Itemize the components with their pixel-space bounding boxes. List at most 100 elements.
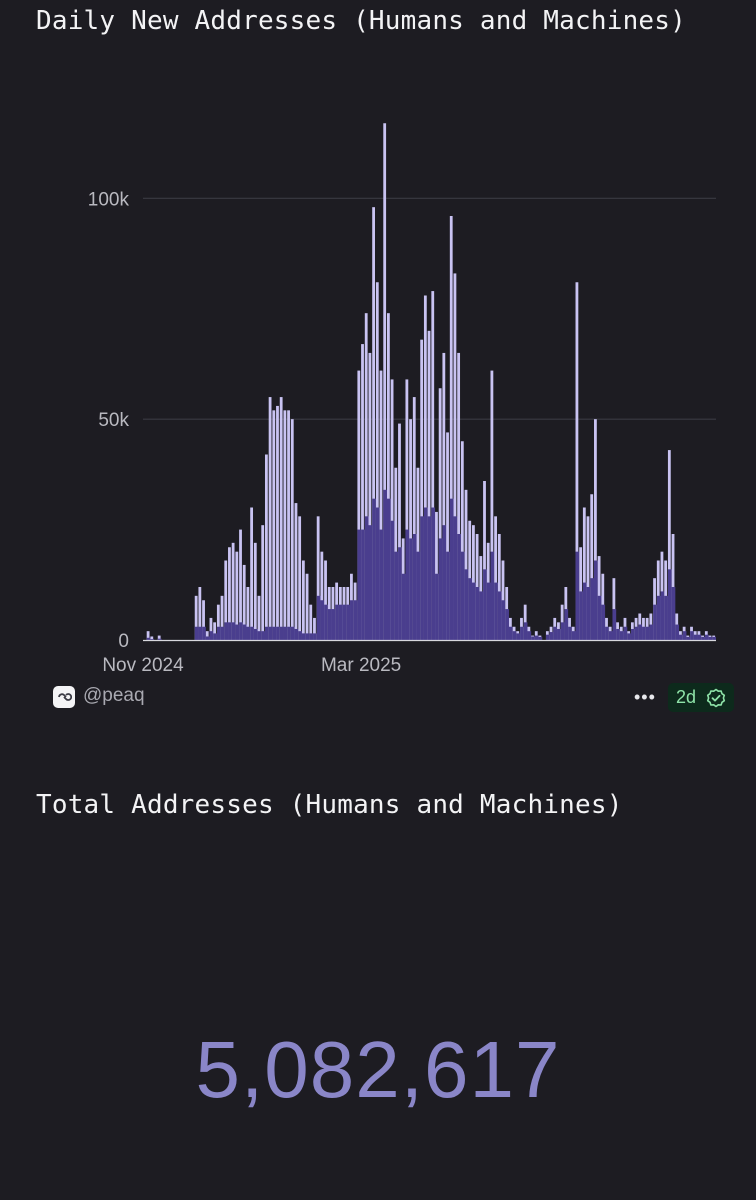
bar (464, 489, 468, 640)
bar-segment (486, 582, 491, 640)
bar (412, 397, 416, 640)
bar-segment (457, 534, 461, 640)
bar-segment (338, 604, 343, 640)
bar-segment (645, 626, 650, 640)
bar (483, 481, 486, 640)
bar-segment (460, 551, 465, 640)
bar (150, 636, 154, 640)
bar-segment (671, 587, 676, 640)
bar-segment (586, 587, 591, 640)
bar-segment (220, 626, 225, 640)
bar (257, 595, 261, 640)
bar-segment (534, 635, 539, 640)
bar-segment (420, 516, 424, 640)
bar-segment (453, 516, 458, 640)
bar (209, 617, 213, 640)
bar (398, 423, 401, 640)
freshness-badge[interactable]: 2d (668, 683, 734, 712)
bar-segment (290, 626, 295, 640)
bar (298, 516, 302, 640)
bar-segment (686, 636, 691, 640)
bar-segment (253, 628, 258, 640)
bar-segment (568, 626, 572, 640)
bar-segment (242, 624, 247, 640)
bar-segment (246, 626, 251, 640)
bar-segment (268, 626, 273, 640)
bars-layer (146, 123, 716, 641)
bar-segment (379, 529, 384, 640)
bar (264, 454, 268, 640)
bar-segment (272, 626, 277, 640)
bar (420, 339, 424, 640)
bar-segment (608, 631, 613, 640)
bar-segment (331, 609, 336, 640)
bar-segment (327, 609, 332, 640)
bar-segment (601, 604, 606, 640)
bar-segment (423, 507, 428, 640)
bar-segment (704, 634, 709, 640)
bar-segment (357, 529, 362, 640)
bar (231, 542, 235, 640)
bar (239, 529, 242, 640)
bar (575, 282, 579, 640)
bar-segment (294, 628, 299, 640)
bar-segment (235, 624, 240, 640)
bar-segment (667, 569, 672, 640)
dune-logo-icon[interactable] (53, 686, 75, 708)
bar-segment (216, 626, 221, 640)
bar-segment (512, 631, 517, 640)
bar-segment (224, 622, 229, 640)
bar-segment (590, 578, 595, 640)
bar-segment (527, 631, 532, 640)
bar (594, 419, 597, 640)
bar-segment (446, 551, 450, 640)
bar-segment (505, 609, 509, 640)
bar-segment (305, 633, 310, 641)
author-handle[interactable]: @peaq (83, 685, 145, 706)
bar-segment (412, 534, 417, 640)
bar-segment (545, 634, 550, 640)
bar (272, 410, 276, 640)
bar-segment (250, 626, 254, 640)
bar-segment (449, 498, 454, 640)
bar-segment (594, 560, 598, 640)
bar-segment (372, 498, 376, 640)
bar (453, 273, 457, 640)
bar-segment (361, 529, 365, 640)
total-value: 5,082,617 (195, 1025, 561, 1114)
bar-segment (409, 538, 413, 640)
bar-segment (516, 633, 521, 641)
bar-segment (386, 498, 391, 640)
bar-segment (675, 624, 680, 640)
bar (446, 432, 449, 640)
bar-segment (472, 582, 476, 640)
bar-segment (279, 626, 284, 640)
bar (364, 313, 368, 640)
bar-segment (501, 600, 506, 640)
more-dots-icon[interactable]: ••• (634, 687, 656, 707)
bar (460, 441, 464, 640)
y-tick-label: 100k (88, 189, 130, 210)
bar-segment (508, 626, 513, 640)
bar (386, 313, 390, 640)
bar-segment (468, 578, 473, 640)
bar-segment (494, 582, 498, 640)
bar (667, 450, 671, 640)
bar-segment (150, 639, 155, 640)
bar-segment (549, 632, 554, 640)
bar (309, 604, 313, 640)
bar-segment (582, 582, 587, 640)
bar-segment (690, 631, 694, 640)
bar (290, 419, 294, 640)
bar-segment (401, 573, 406, 640)
bar-segment (350, 600, 354, 640)
bar-segment (623, 626, 628, 640)
bar-segment (231, 622, 236, 640)
bar (198, 587, 202, 640)
bar (490, 370, 494, 640)
bar (316, 516, 320, 640)
bar (220, 595, 224, 640)
bar-segment (560, 622, 565, 640)
bar-segment (416, 551, 421, 640)
bar-segment (634, 626, 639, 640)
